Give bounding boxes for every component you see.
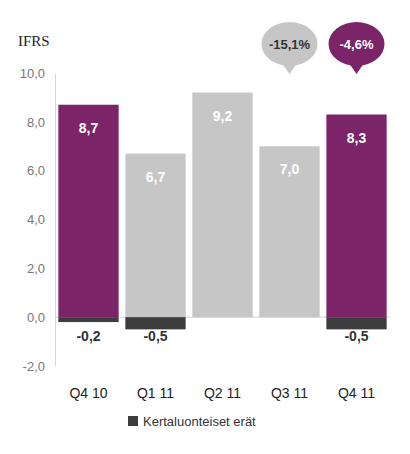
balloon xyxy=(329,22,385,66)
annotations: -15,1% -4,6% xyxy=(262,22,385,74)
y-tick: -2,0 xyxy=(23,359,55,374)
x-tick-label: Q3 11 xyxy=(271,385,308,401)
chart: IFRS-2,00,02,04,06,08,010,08,76,79,27,08… xyxy=(0,0,410,454)
data-label: 8,3 xyxy=(347,130,367,146)
y-tick-label: 8,0 xyxy=(27,114,45,129)
x-tick: Q3 11 xyxy=(271,366,308,401)
data-label: -0,5 xyxy=(344,328,368,344)
y-tick: 0,0 xyxy=(27,310,55,325)
annotation-text: -4,6% xyxy=(340,37,374,52)
data-label: 8,7 xyxy=(79,120,99,136)
y-axis-line xyxy=(55,74,56,367)
x-tick: Q2 11 xyxy=(204,366,241,401)
y-tick-label: 2,0 xyxy=(27,261,45,276)
y-tick: 10,0 xyxy=(20,66,55,81)
x-tick-label: Q2 11 xyxy=(204,385,241,401)
x-axis: Q4 10 Q1 11 Q2 11 Q3 11 Q4 11 xyxy=(69,366,375,401)
bar xyxy=(58,105,118,317)
y-tick-label: 0,0 xyxy=(27,310,45,325)
annotation-balloon: -4,6% xyxy=(329,22,385,74)
legend-label: Kertaluonteiset erät xyxy=(143,414,256,429)
bar xyxy=(326,115,386,318)
bar xyxy=(58,317,118,322)
y-axis: -2,0 0,0 2,0 4,0 6,0 8,0 10,0 xyxy=(20,66,56,374)
data-label: 9,2 xyxy=(213,108,233,124)
legend-swatch xyxy=(128,416,138,426)
bars xyxy=(58,93,386,330)
y-tick: 8,0 xyxy=(27,114,55,129)
x-tick-label: Q1 11 xyxy=(137,385,174,401)
bar xyxy=(259,146,319,317)
bar xyxy=(192,93,252,318)
x-tick-label: Q4 10 xyxy=(69,385,107,401)
y-tick: 4,0 xyxy=(27,212,55,227)
data-labels: 8,7 6,7 9,2 7,0 8,3 -0,2 -0,5 -0,5 xyxy=(76,108,368,345)
data-label: 7,0 xyxy=(280,161,300,177)
y-tick: 2,0 xyxy=(27,261,55,276)
data-label: 6,7 xyxy=(146,169,166,185)
balloon xyxy=(262,22,318,66)
title: IFRS xyxy=(18,33,50,49)
bar xyxy=(125,154,185,318)
y-tick-label: 6,0 xyxy=(27,163,45,178)
y-tick-label: 4,0 xyxy=(27,212,45,227)
x-tick: Q4 11 xyxy=(338,366,375,401)
y-tick-label: -2,0 xyxy=(23,359,45,374)
y-tick-label: 10,0 xyxy=(20,66,45,81)
legend: Kertaluonteiset erät xyxy=(128,414,256,429)
x-tick: Q1 11 xyxy=(137,366,174,401)
annotation-balloon: -15,1% xyxy=(262,22,318,74)
x-tick: Q4 10 xyxy=(69,366,107,401)
y-tick: 6,0 xyxy=(27,163,55,178)
x-tick-label: Q4 11 xyxy=(338,385,375,401)
data-label: -0,5 xyxy=(143,328,167,344)
data-label: -0,2 xyxy=(76,328,100,344)
annotation-text: -15,1% xyxy=(269,37,311,52)
